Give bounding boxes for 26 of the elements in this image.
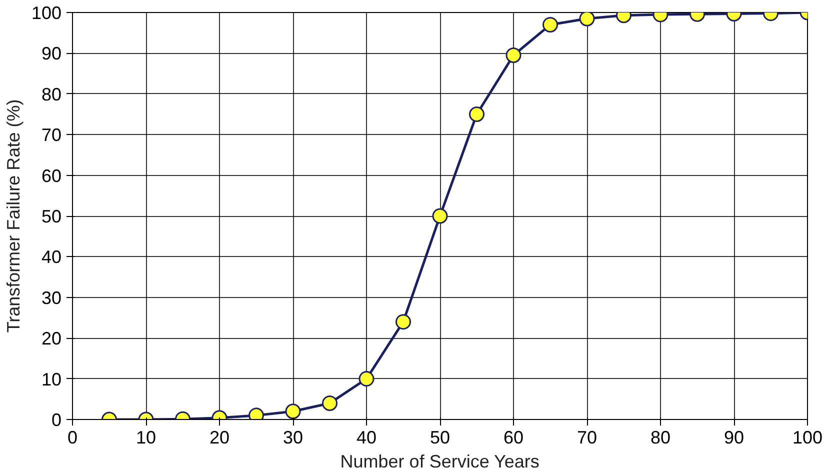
x-tick-label: 10: [136, 428, 156, 448]
y-tick-label: 30: [41, 288, 62, 308]
y-tick-label: 60: [41, 166, 62, 186]
x-tick-label: 30: [282, 428, 304, 448]
y-tick-label: 80: [41, 84, 62, 104]
x-tick-label: 100: [792, 428, 823, 448]
y-tick-label: 0: [51, 410, 62, 430]
point: [432, 208, 448, 224]
x-tick-label: 40: [356, 428, 377, 448]
x-axis-title: Number of Service Years: [340, 452, 540, 472]
y-tick-label: 10: [41, 369, 62, 390]
x-tick-label: 50: [430, 428, 450, 448]
point: [469, 106, 484, 122]
y-tick-label: 50: [41, 206, 62, 226]
y-axis-title: Transformer Failure Rate (%): [3, 99, 24, 333]
x-tick-label: 20: [209, 428, 230, 448]
x-tick-label: 60: [503, 428, 524, 448]
x-tick-label: 80: [650, 428, 671, 448]
y-tick-label: 100: [31, 3, 62, 23]
x-tick-label: 70: [576, 428, 598, 448]
y-tick-label: 90: [41, 44, 62, 64]
x-tick-label: 90: [724, 428, 744, 448]
y-tick-label: 40: [41, 247, 62, 268]
y-tick-label: 20: [41, 328, 62, 349]
x-tick-label: 0: [67, 428, 78, 448]
y-tick-label: 70: [41, 125, 62, 146]
